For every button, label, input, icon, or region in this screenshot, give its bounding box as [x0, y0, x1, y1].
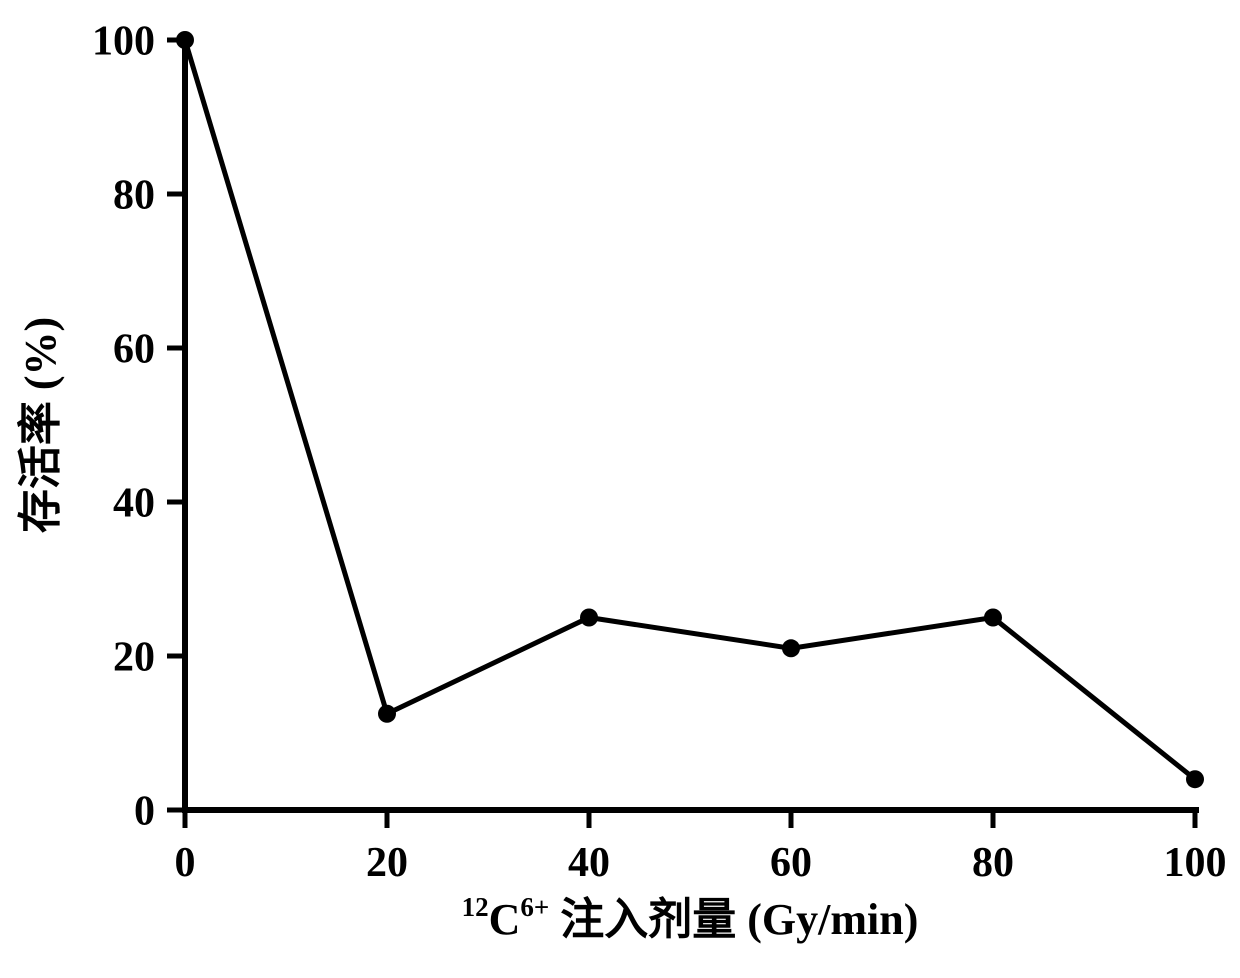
- x-tick-label: 40: [568, 840, 610, 886]
- y-tick-label: 80: [113, 173, 155, 219]
- data-point: [984, 609, 1002, 627]
- y-tick-label: 20: [113, 635, 155, 681]
- data-point: [1186, 770, 1204, 788]
- x-tick-label: 20: [366, 840, 408, 886]
- chart-container: 020406080100020406080100存活率 (%)12C6+ 注入剂…: [0, 0, 1240, 978]
- data-point: [782, 639, 800, 657]
- data-point: [378, 705, 396, 723]
- y-axis-title: 存活率 (%): [16, 317, 65, 533]
- x-tick-label: 0: [175, 840, 196, 886]
- survival-rate-chart: 020406080100020406080100存活率 (%)12C6+ 注入剂…: [0, 0, 1240, 978]
- x-tick-label: 60: [770, 840, 812, 886]
- x-tick-label: 100: [1164, 840, 1227, 886]
- x-tick-label: 80: [972, 840, 1014, 886]
- data-point: [176, 31, 194, 49]
- y-tick-label: 60: [113, 327, 155, 373]
- data-point: [580, 609, 598, 627]
- y-tick-label: 0: [134, 789, 155, 835]
- y-tick-label: 100: [92, 19, 155, 65]
- y-tick-label: 40: [113, 481, 155, 527]
